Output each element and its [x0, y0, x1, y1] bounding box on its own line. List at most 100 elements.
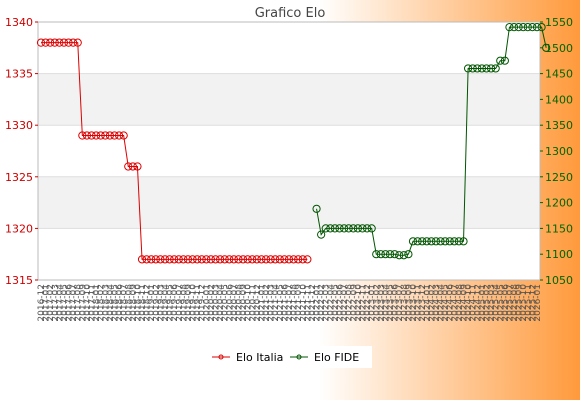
x-axis-tick-label: 2017-09 [78, 284, 88, 322]
x-axis-tick-label: 2024-12 [473, 284, 483, 322]
elo-fide-point [399, 251, 408, 260]
x-axis-tick-label: 2019-08 [179, 284, 189, 322]
elo-fide-point [450, 237, 459, 246]
x-axis-tick-label: 2021-09 [294, 284, 304, 322]
elo-fide-point [486, 64, 496, 73]
x-axis-tick-label: 2024-07 [450, 284, 460, 322]
elo-fide-point [312, 204, 321, 213]
elo-italia-point [96, 131, 105, 140]
x-axis-tick-label: 2018-11 [138, 284, 148, 322]
legend-box [206, 346, 372, 368]
elo-fide-point [537, 23, 546, 32]
elo-italia-point [271, 255, 280, 264]
x-axis-tick-label: 2025-10 [519, 284, 529, 322]
x-axis-tick-label: 2017-11 [88, 284, 98, 322]
chart-title: Grafico Elo [255, 6, 326, 21]
x-axis-tick-label: 2018-02 [97, 284, 107, 322]
elo-fide-point [353, 224, 362, 233]
elo-fide-point [362, 224, 372, 233]
x-axis-tick-label: 2024-06 [446, 284, 456, 322]
elo-italia-point [50, 38, 59, 47]
x-axis-tick-label: 2020-12 [253, 284, 263, 322]
x-axis-tick-label: 2023-06 [391, 284, 401, 322]
elo-fide-point [358, 224, 367, 233]
x-axis-tick-label: 2020-08 [234, 284, 244, 322]
elo-fide-point [464, 64, 473, 73]
elo-italia-point [183, 255, 193, 264]
elo-fide-point [344, 224, 353, 233]
x-axis-tick-label: 2018-03 [101, 284, 111, 322]
x-axis-tick-label: 2024-09 [460, 284, 470, 322]
x-axis-tick-label: 2022-02 [317, 284, 327, 322]
elo-fide-point [340, 224, 349, 233]
left-axis-tick-label: 1335 [5, 68, 33, 81]
left-axis-tick-label: 1315 [5, 274, 33, 287]
elo-italia-point [59, 38, 69, 47]
x-axis-tick-label: 2022-09 [349, 284, 359, 322]
x-axis-tick-label: 2018-12 [143, 284, 153, 322]
x-axis-tick-label: 2025-04 [492, 284, 502, 322]
elo-italia-point [211, 255, 220, 264]
plot-area [38, 22, 540, 280]
elo-fide-point [321, 224, 330, 233]
x-axis-tick-label: 2022-05 [331, 284, 341, 322]
x-axis-tick-label: 2025-09 [515, 284, 525, 322]
right-axis-tick-label: 1400 [545, 93, 573, 106]
x-axis-tick-label: 2021-01 [257, 284, 267, 322]
legend-elo-fide-marker [296, 354, 302, 360]
right-axis-tick-label: 1500 [545, 42, 573, 55]
legend-elo-italia-marker [218, 354, 224, 360]
elo-italia-point [92, 131, 101, 140]
legend-elo-fide-label: Elo FIDE [314, 351, 359, 364]
x-axis-tick-label: 2020-09 [239, 284, 249, 322]
elo-fide-point [528, 23, 537, 32]
elo-italia-point [114, 131, 124, 140]
x-axis-tick-label: 2020-05 [221, 284, 231, 322]
x-axis-tick-label: 2021-05 [276, 284, 286, 322]
x-axis-tick-label: 2022-01 [313, 284, 323, 322]
elo-italia-point [160, 255, 170, 264]
elo-fide-point [395, 251, 404, 260]
x-axis-tick-label: 2018-01 [92, 284, 102, 322]
elo-fide-point [413, 237, 422, 246]
elo-italia-point [225, 255, 234, 264]
elo-fide-point [519, 23, 528, 32]
elo-italia-point [82, 131, 92, 140]
x-axis-tick-label: 2017-03 [51, 284, 61, 322]
x-axis-tick-label: 2019-04 [161, 284, 171, 322]
x-axis-tick-label: 2020-03 [212, 284, 222, 322]
elo-fide-line [316, 26, 547, 256]
elo-italia-point [261, 255, 271, 264]
x-axis-tick-label: 2025-06 [501, 284, 511, 322]
elo-italia-point [151, 255, 160, 264]
elo-italia-point [197, 255, 206, 264]
x-axis-tick-label: 2018-06 [115, 284, 125, 322]
x-axis-tick-label: 2017-05 [60, 284, 70, 322]
elo-italia-point [133, 162, 142, 171]
x-axis-tick-label: 2024-10 [464, 284, 474, 322]
right-axis-tick-label: 1250 [545, 171, 573, 184]
right-axis-tick-label: 1300 [545, 145, 573, 158]
right-axis-tick-label: 1200 [545, 197, 573, 210]
elo-fide-point [454, 237, 464, 246]
x-axis-tick-label: 2020-10 [244, 284, 254, 322]
x-axis-tick-label: 2024-04 [437, 284, 447, 322]
x-axis-tick-label: 2021-04 [271, 284, 281, 322]
x-axis-tick-label: 2024-11 [469, 284, 479, 322]
elo-italia-point [119, 131, 128, 140]
elo-fide-point [514, 23, 523, 32]
elo-italia-point [280, 255, 289, 264]
x-axis-tick-label: 2023-02 [372, 284, 382, 322]
elo-italia-point [128, 162, 137, 171]
elo-italia-point [73, 38, 82, 47]
elo-italia-point [294, 255, 303, 264]
elo-fide-point [317, 230, 326, 239]
elo-fide-point [509, 23, 519, 32]
elo-fide-point [505, 23, 514, 32]
elo-italia-point [238, 255, 248, 264]
elo-italia-point [64, 38, 73, 47]
x-axis-tick-label: 2023-04 [381, 284, 391, 322]
elo-italia-point [229, 255, 238, 264]
x-axis-tick-label: 2019-07 [175, 284, 185, 322]
